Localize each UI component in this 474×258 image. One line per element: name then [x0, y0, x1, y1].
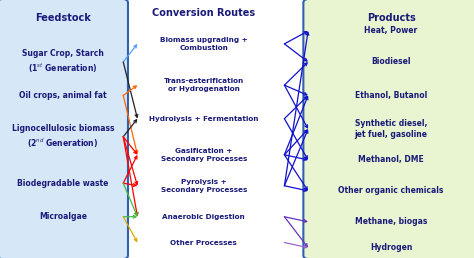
FancyBboxPatch shape [303, 0, 474, 258]
Text: Lignocellulosic biomass
(2$^{nd}$ Generation): Lignocellulosic biomass (2$^{nd}$ Genera… [11, 124, 114, 149]
Text: Sugar Crop, Starch
(1$^{st}$ Generation): Sugar Crop, Starch (1$^{st}$ Generation) [22, 49, 104, 75]
Text: Biodiesel: Biodiesel [371, 58, 411, 66]
Text: Ethanol, Butanol: Ethanol, Butanol [355, 91, 427, 100]
Text: Biodegradable waste: Biodegradable waste [17, 179, 109, 188]
Text: Heat, Power: Heat, Power [365, 27, 418, 35]
Text: Methanol, DME: Methanol, DME [358, 156, 424, 164]
Text: Feedstock: Feedstock [35, 13, 91, 23]
Text: Oil crops, animal fat: Oil crops, animal fat [19, 91, 107, 100]
Text: Other organic chemicals: Other organic chemicals [338, 187, 444, 195]
Text: Hydrogen: Hydrogen [370, 243, 412, 252]
Text: Microalgae: Microalgae [39, 212, 87, 221]
Text: Hydrolysis + Fermentation: Hydrolysis + Fermentation [149, 116, 259, 122]
Text: Products: Products [367, 13, 415, 23]
Text: Gasification +
Secondary Processes: Gasification + Secondary Processes [161, 148, 247, 162]
Text: Synthetic diesel,
jet fuel, gasoline: Synthetic diesel, jet fuel, gasoline [355, 119, 428, 139]
Text: Conversion Routes: Conversion Routes [152, 8, 255, 18]
Text: Methane, biogas: Methane, biogas [355, 217, 427, 226]
Text: Other Processes: Other Processes [171, 239, 237, 246]
Text: Pyrolysis +
Secondary Processes: Pyrolysis + Secondary Processes [161, 179, 247, 192]
Text: Biomass upgrading +
Combustion: Biomass upgrading + Combustion [160, 37, 248, 51]
Text: Anaerobic Digestion: Anaerobic Digestion [163, 214, 245, 220]
Text: Trans-esterification
or Hydrogenation: Trans-esterification or Hydrogenation [164, 78, 244, 92]
FancyBboxPatch shape [0, 0, 128, 258]
